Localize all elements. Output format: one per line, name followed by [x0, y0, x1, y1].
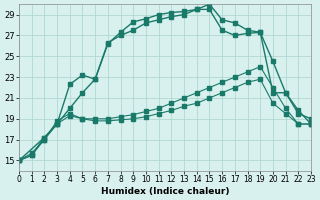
- X-axis label: Humidex (Indice chaleur): Humidex (Indice chaleur): [101, 187, 229, 196]
